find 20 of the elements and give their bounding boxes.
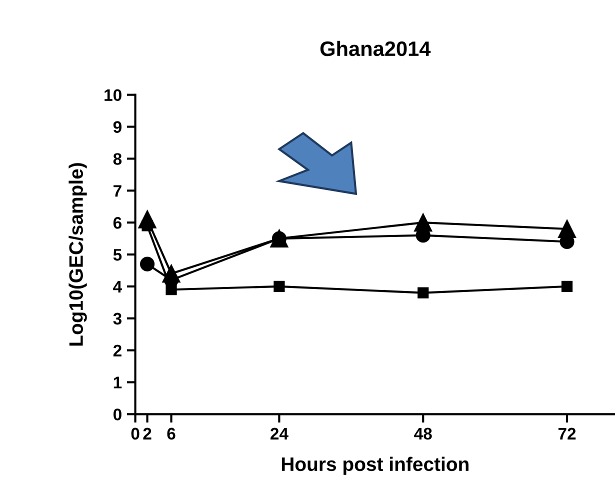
x-tick-label: 72 (558, 428, 576, 440)
x-tick-label: 2 (143, 428, 152, 440)
y-tick-label: 10 (104, 89, 122, 102)
y-tick-label: 8 (113, 153, 122, 165)
y-tick-label: 4 (113, 281, 122, 292)
y-tick-label: 6 (113, 216, 122, 229)
y-tick-label: 1 (114, 376, 122, 388)
y-tick-label: 3 (113, 312, 122, 325)
y-tick-label: 9 (113, 121, 122, 133)
x-tick-label: 48 (414, 428, 432, 440)
chart-title: Ghana2014 (320, 40, 431, 56)
y-tick-label: 7 (114, 185, 122, 197)
x-tick-label: 24 (270, 428, 288, 440)
y-tick-label: 5 (113, 249, 122, 261)
y-tick-label: 0 (113, 408, 122, 420)
x-tick-label: 0 (131, 428, 140, 440)
x-axis-title: Hours post infection (282, 456, 468, 475)
y-tick-label: 2 (113, 344, 122, 356)
y-axis-title: Log10(GEC/sample) (68, 163, 87, 346)
x-tick-label: 6 (167, 428, 176, 440)
